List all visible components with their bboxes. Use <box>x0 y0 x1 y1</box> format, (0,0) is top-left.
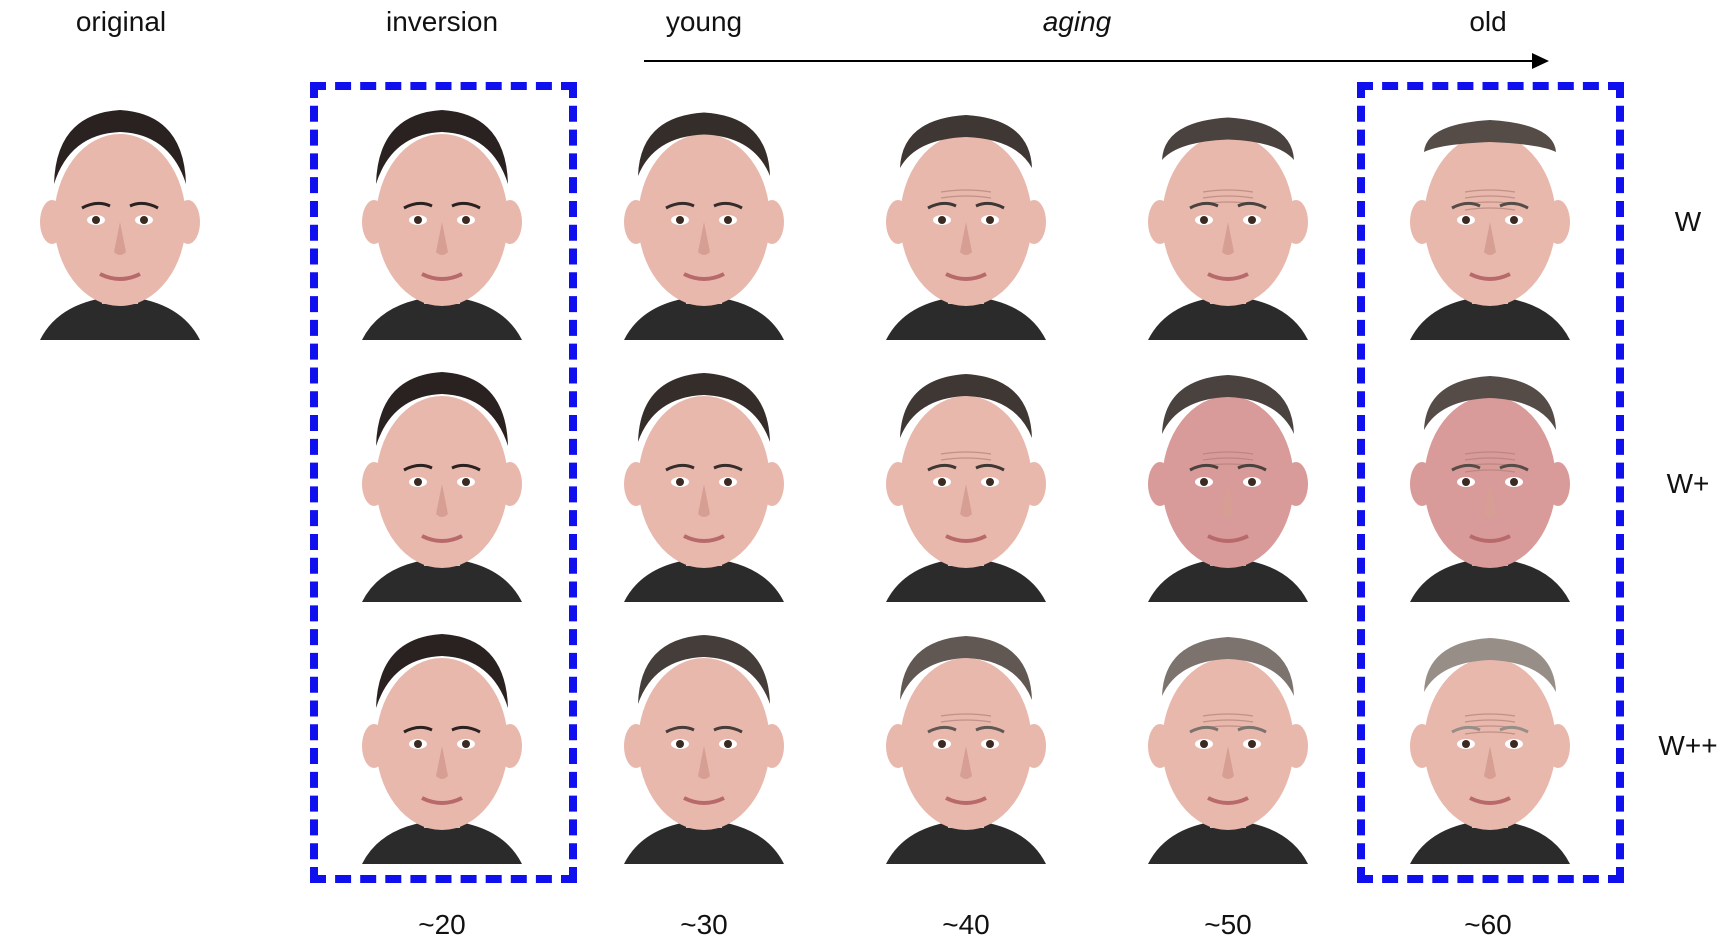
header-young: young <box>665 6 743 37</box>
face-image-w-plus-plus-age-2 <box>846 624 1086 864</box>
face-image-w-plus-plus-age-3 <box>1108 624 1348 864</box>
aging-arrow <box>644 50 1549 72</box>
face-image-w-age-1 <box>584 100 824 340</box>
age-label-60: ~60 <box>1464 909 1512 940</box>
face-image-w-age-3 <box>1108 100 1348 340</box>
header-original: original <box>75 6 167 37</box>
face-image-w-plus-plus-age-0 <box>322 624 562 864</box>
header-old: old <box>1469 6 1507 37</box>
face-image-w-plus-age-0 <box>322 362 562 602</box>
row-label-w-plus-plus: W++ <box>1658 730 1718 761</box>
face-image-w-plus-age-2 <box>846 362 1086 602</box>
age-label-40: ~40 <box>942 909 990 940</box>
row-label-w: W <box>1674 206 1702 237</box>
face-image-w-age-4 <box>1370 100 1610 340</box>
age-label-20: ~20 <box>418 909 466 940</box>
face-image-w-plus-plus-age-4 <box>1370 624 1610 864</box>
face-image-w-plus-age-4 <box>1370 362 1610 602</box>
face-image-w-age-0 <box>322 100 562 340</box>
face-image-w-plus-age-3 <box>1108 362 1348 602</box>
row-label-w-plus: W+ <box>1666 468 1710 499</box>
inversion-highlight-box <box>310 82 577 883</box>
face-image-w-age-2 <box>846 100 1086 340</box>
age-label-30: ~30 <box>680 909 728 940</box>
age-label-50: ~50 <box>1204 909 1252 940</box>
old-highlight-box <box>1357 82 1624 883</box>
face-image-w-plus-age-1 <box>584 362 824 602</box>
face-image-w-plus-plus-age-1 <box>584 624 824 864</box>
original-face-image <box>0 100 240 340</box>
header-aging: aging <box>1042 6 1112 37</box>
header-inversion: inversion <box>385 6 499 37</box>
